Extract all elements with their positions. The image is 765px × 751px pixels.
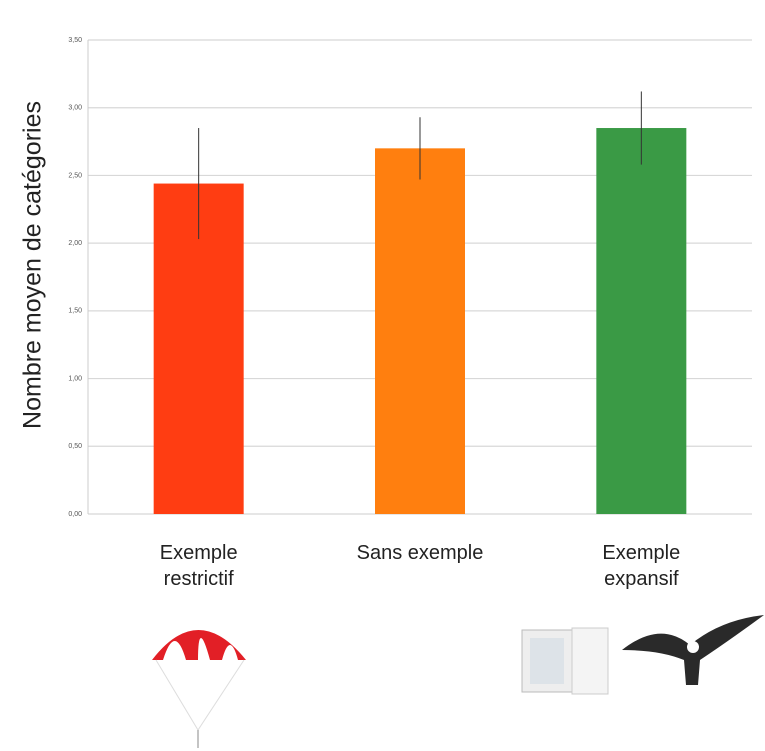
parachute-icon: [152, 630, 246, 748]
y-tick-label: 0,50: [68, 443, 82, 450]
y-tick-label: 2,50: [68, 172, 82, 179]
fridge-icon: [521, 627, 609, 695]
x-tick-label: Exemple expansif: [602, 542, 681, 590]
bar: [375, 148, 465, 515]
y-tick-label: 3,50: [68, 37, 82, 44]
x-tick-label: Exemple restrictif: [159, 542, 238, 590]
x-tick-label: Sans exemple: [356, 542, 484, 564]
y-tick-label: 2,00: [68, 240, 82, 247]
y-axis-label: Nombre moyen de catégories: [19, 101, 47, 429]
y-tick-label: 3,00: [68, 105, 82, 112]
y-tick-label: 1,50: [68, 308, 82, 315]
bar: [596, 128, 687, 514]
eagle-icon: [622, 615, 764, 685]
y-tick-label: 1,00: [68, 375, 82, 382]
y-tick-label: 0,00: [68, 511, 82, 518]
